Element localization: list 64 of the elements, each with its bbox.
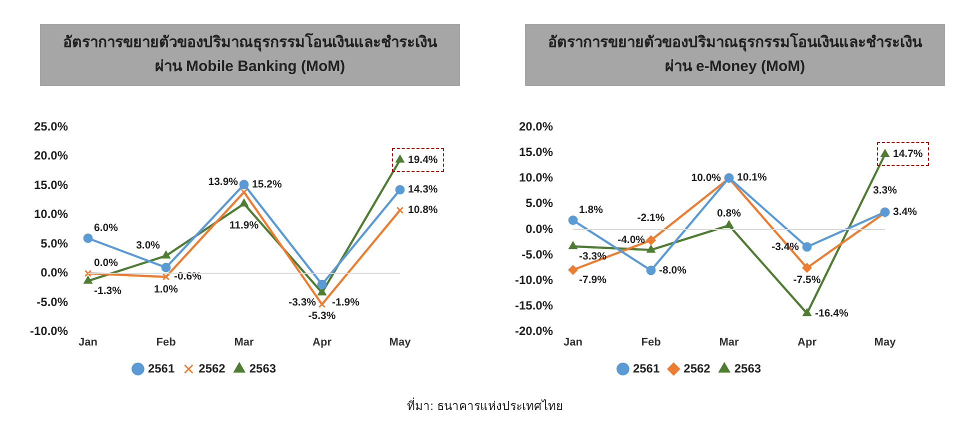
y-tick-label: 15.0% (34, 178, 68, 192)
data-label: 1.8% (579, 204, 604, 216)
data-label: -7.5% (793, 274, 822, 286)
data-label: 13.9% (208, 176, 239, 188)
x-tick-label: Jan (564, 336, 583, 348)
data-label: 0.8% (717, 207, 742, 220)
x-tick-label: May (389, 336, 412, 348)
data-label: -1.3% (94, 284, 122, 297)
chart-title: อัตราการขยายตัวของปริมาณธุรกรรมโอนเงินและชำระเงิน ผ่าน Mobile Banking (MoM) (40, 24, 460, 86)
x-tick-label: Feb (156, 336, 176, 348)
data-label: 14.3% (408, 184, 438, 196)
y-tick-label: 0.0% (40, 266, 68, 280)
y-tick-label: 0.0% (526, 222, 554, 236)
legend-label: 2561 (632, 361, 660, 376)
data-label: 10.8% (408, 204, 438, 216)
legend-label: 2562 (198, 361, 226, 376)
y-tick-label: 20.0% (34, 148, 68, 163)
y-tick-label: 5.0% (40, 236, 68, 250)
data-label: 11.9% (229, 220, 260, 232)
text: ที่มา: ธนาคารแห่งประเทศไทย (406, 396, 564, 415)
y-tick-label: -10.0% (30, 324, 68, 338)
data-label: 15.2% (252, 178, 282, 190)
data-label: 3.4% (893, 206, 918, 218)
data-label: 0.0% (94, 257, 119, 270)
y-tick-label: -5.0% (36, 294, 68, 309)
data-label: 3.3% (873, 184, 898, 197)
data-label: -16.4% (815, 307, 849, 320)
x-tick-label: Mar (719, 336, 740, 348)
chart-title: อัตราการขยายตัวของปริมาณธุรกรรมโอนเงินและชำระเงิน ผ่าน e-Money (MoM) (525, 24, 945, 86)
data-label: 6.0% (94, 222, 119, 234)
legend-label: 2563 (734, 361, 762, 376)
y-tick-label: 10.0% (34, 207, 68, 222)
data-label: -5.3% (308, 310, 336, 322)
x-tick-label: Apr (798, 336, 818, 348)
data-label: -3.3% (579, 250, 608, 262)
data-label: 10.1% (737, 172, 768, 184)
legend-label: 2562 (684, 361, 711, 376)
y-tick-label: 10.0% (518, 170, 554, 185)
data-label: -7.9% (579, 274, 608, 286)
x-tick-label: May (874, 336, 897, 348)
x-tick-label: Mar (234, 336, 255, 348)
y-tick-label: 15.0% (518, 145, 554, 160)
legend-label: 2561 (148, 361, 175, 376)
x-tick-label: Apr (312, 336, 332, 348)
y-tick-label: 20.0% (518, 120, 554, 134)
data-label: 14.7% (893, 148, 924, 160)
y-tick-label: -10.0% (514, 272, 554, 287)
data-label: 3.0% (136, 240, 161, 252)
data-label: -3.3% (288, 296, 317, 309)
data-label: -1.9% (332, 296, 360, 308)
data-label: 19.4% (408, 154, 438, 166)
data-label: 1.0% (154, 283, 179, 296)
y-tick-label: -15.0% (514, 298, 554, 313)
legend-label: 2563 (249, 361, 276, 376)
y-tick-label: -5.0% (522, 247, 554, 262)
y-tick-label: 5.0% (526, 196, 554, 210)
data-label: -2.1% (637, 212, 666, 224)
x-tick-label: Jan (78, 336, 98, 348)
x-tick-label: Feb (641, 336, 662, 348)
y-tick-label: 25.0% (34, 120, 68, 134)
y-tick-label: -20.0% (514, 324, 554, 338)
data-label: 10.0% (691, 172, 722, 184)
data-label: -4.0% (618, 234, 646, 246)
data-label: -8.0% (659, 264, 688, 276)
